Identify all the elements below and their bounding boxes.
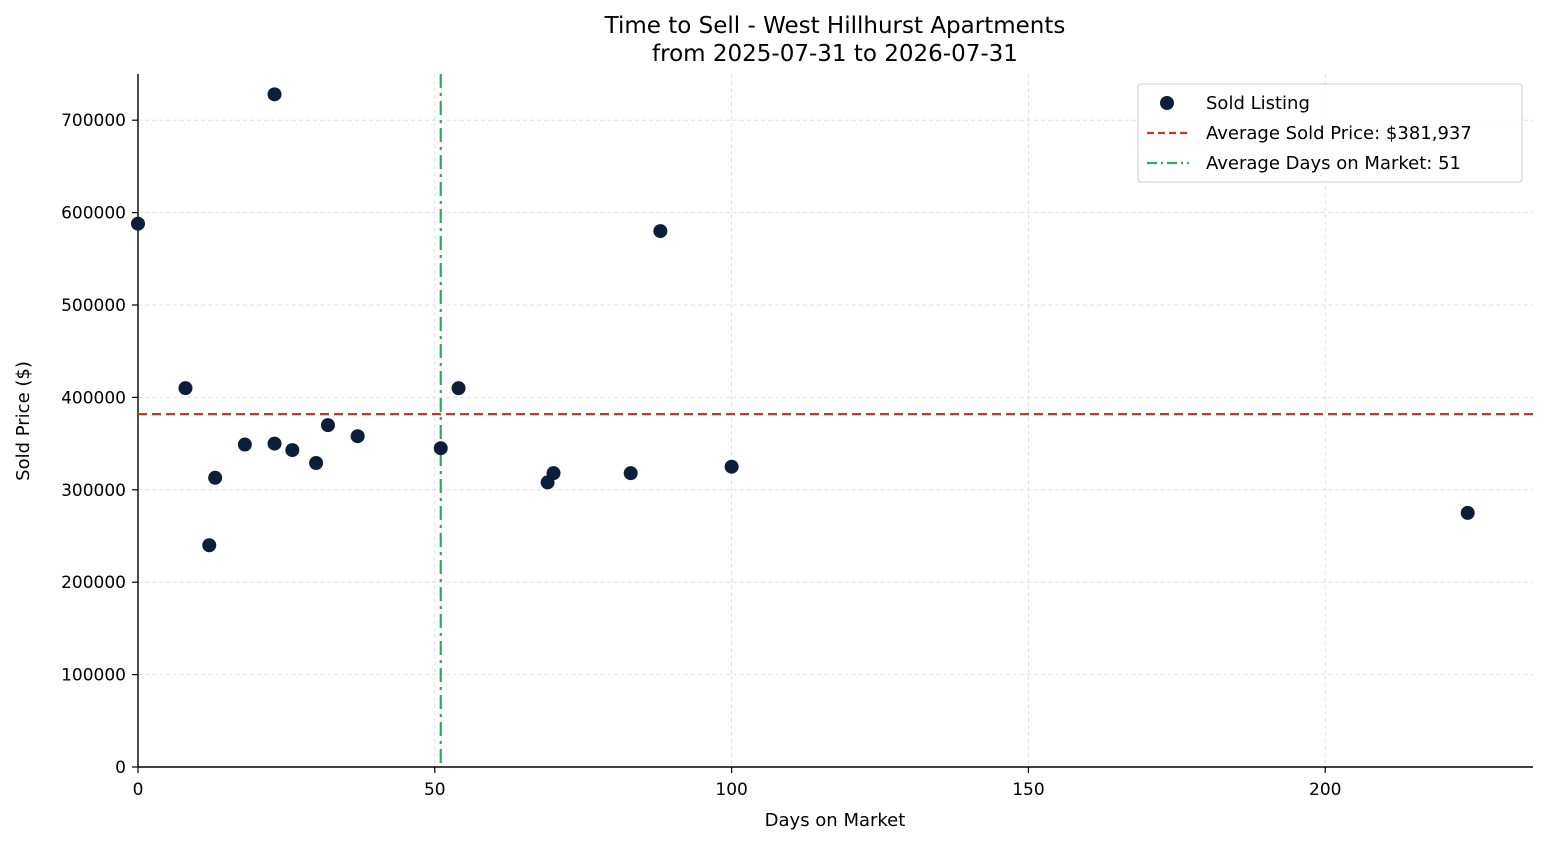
chart-title: Time to Sell - West Hillhurst Apartments (604, 13, 1066, 39)
x-axis-label: Days on Market (765, 810, 906, 831)
data-point (451, 381, 466, 396)
legend-box (1137, 83, 1523, 183)
x-tick-label: 100 (715, 780, 747, 800)
data-point (320, 418, 335, 433)
data-point (267, 87, 282, 102)
x-tick-label: 150 (1012, 780, 1044, 800)
legend-label-average-price: Average Sold Price: $381,937 (1206, 123, 1472, 144)
data-point (546, 466, 561, 481)
data-point (237, 437, 252, 452)
data-point (131, 216, 145, 231)
y-tick-label: 400000 (61, 388, 126, 408)
data-point (623, 466, 638, 481)
y-tick-label: 500000 (61, 296, 126, 316)
data-point (267, 436, 282, 451)
y-tick-label: 0 (115, 758, 126, 778)
ticks: 0 50 100 150 200 0 100000 200000 300000 400000 500… (61, 111, 1341, 800)
y-tick-label: 100000 (61, 666, 126, 686)
data-point (433, 441, 448, 456)
data-point (178, 381, 193, 396)
chart-title-group: Time to Sell - West Hillhurst Apartments… (604, 13, 1066, 67)
data-point (1460, 505, 1475, 520)
data-point (208, 470, 223, 485)
data-points (131, 87, 1475, 553)
y-axis-label: Sold Price ($) (13, 361, 34, 481)
axes (137, 74, 1533, 768)
x-tick-label: 0 (133, 780, 144, 800)
legend-label-sold-listing: Sold Listing (1206, 93, 1310, 114)
legend-marker-sold-listing (1160, 96, 1174, 110)
y-tick-label: 700000 (61, 111, 126, 131)
x-tick-label: 50 (424, 780, 446, 800)
y-tick-label: 600000 (61, 204, 126, 224)
data-point (653, 224, 668, 239)
data-point (309, 456, 324, 471)
data-point (202, 538, 217, 553)
legend-label-average-days: Average Days on Market: 51 (1206, 153, 1461, 174)
data-point (285, 443, 300, 458)
x-tick-label: 200 (1309, 780, 1341, 800)
chart-subtitle: from 2025-07-31 to 2026-07-31 (652, 41, 1018, 67)
data-point (350, 429, 365, 444)
legend: Sold Listing Average Sold Price: $381,93… (1137, 83, 1523, 183)
data-point (724, 459, 739, 474)
reference-lines (138, 74, 1533, 767)
y-tick-label: 300000 (61, 481, 126, 501)
y-tick-label: 200000 (61, 573, 126, 593)
